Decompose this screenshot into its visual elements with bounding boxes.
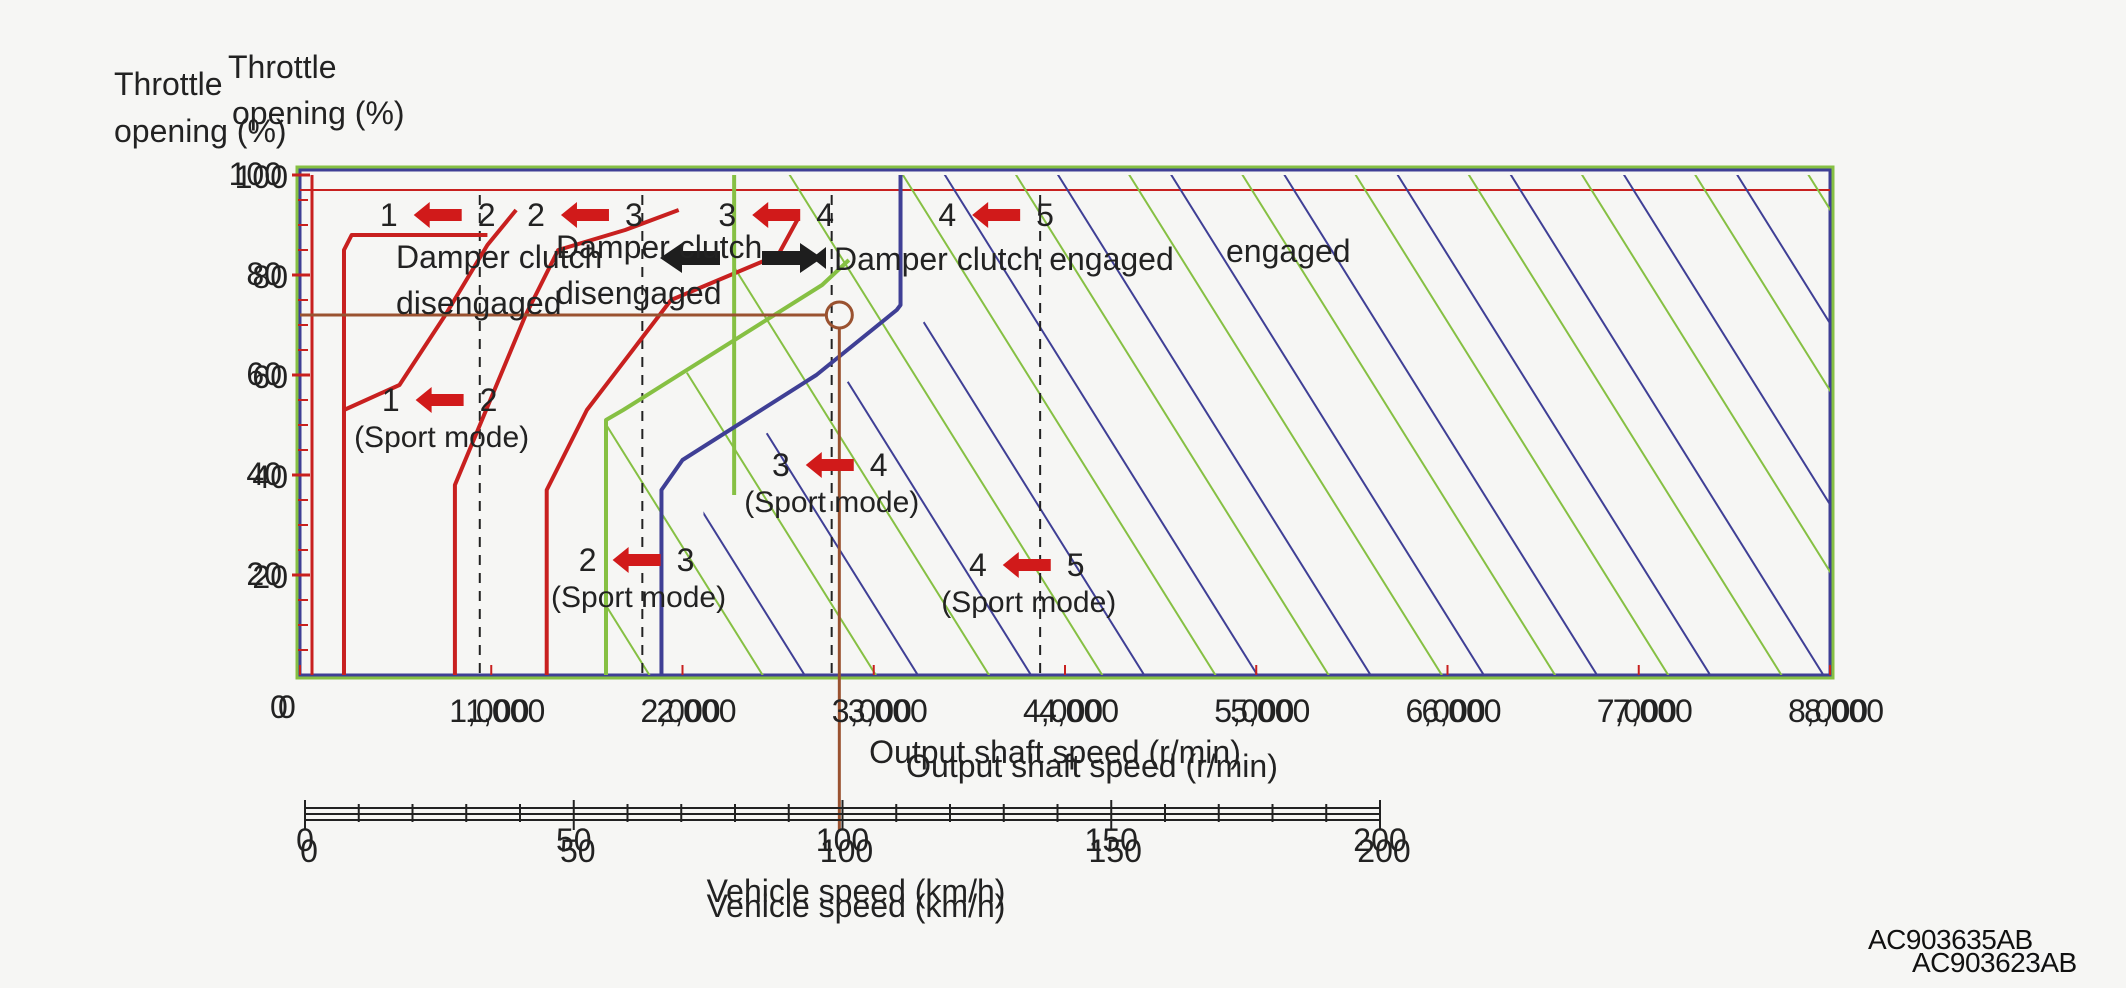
y-axis-title-line1: Throttle (114, 66, 222, 102)
x-tick-label-ghost-7: 7,000 (1613, 693, 1693, 729)
vehicle-tick-label-ghost-0: 0 (300, 833, 318, 869)
hatch-blue-offset (703, 175, 1830, 675)
shift-arrow-5 (805, 452, 854, 478)
x-tick-label-6: 6,000 (1405, 693, 1485, 729)
x-tick-label-2: 2,000 (640, 693, 720, 729)
x-tick-label-ghost-3: 3,000 (848, 693, 928, 729)
shift-to-label-4: 2 (480, 382, 498, 418)
shift-arrow-2 (752, 202, 801, 228)
x-tick-label-5: 5,000 (1214, 693, 1294, 729)
series-line-red-3 (544, 219, 800, 675)
hatch-group (606, 175, 1830, 675)
x-tick-label-1: 1,000 (449, 693, 529, 729)
shift-to-label-6: 3 (677, 542, 695, 578)
y-origin-label: 0 (270, 689, 288, 725)
series-line-blue-6 (659, 175, 903, 675)
y-tick-label-ghost-4: 100 (229, 156, 282, 192)
series-line-red-0 (341, 233, 488, 675)
y-tick-label-0: 20 (252, 559, 288, 595)
vehicle-tick-label-1: 50 (556, 822, 592, 858)
vehicle-tick-label-4: 200 (1353, 822, 1406, 858)
vehicle-tick-label-2: 100 (816, 822, 869, 858)
shift-from-label-7: 4 (969, 547, 987, 583)
shift-from-label-4: 1 (382, 382, 400, 418)
y-tick-label-ghost-2: 60 (246, 356, 282, 392)
vehicle-axis-title-ghost: Vehicle speed (km/h) (707, 888, 1006, 924)
y-axis-title-b-line1: Throttle (228, 49, 336, 85)
damper-disengaged-label-line1: Damper clutch (396, 239, 602, 275)
x-tick-label-3: 3,000 (832, 693, 912, 729)
shift-arrow-4 (415, 387, 464, 413)
engaged-arrow (762, 243, 822, 273)
shift-from-label-5: 3 (772, 447, 790, 483)
vehicle-tick-label-3: 150 (1085, 822, 1138, 858)
damper-disengaged-label-line2: disengaged (396, 285, 561, 321)
x-tick-label-ghost-2: 2,000 (656, 693, 736, 729)
y-tick-label-4: 100 (235, 159, 288, 195)
figure-code-secondary: AC903623AB (1912, 947, 2077, 978)
shift-from-label-0: 1 (380, 197, 398, 233)
x-tick-label-ghost-8: 8,000 (1804, 693, 1884, 729)
x-tick-label-7: 7,000 (1597, 693, 1677, 729)
x-tick-label-8: 8,000 (1788, 693, 1868, 729)
plot-frame-green (295, 165, 1835, 680)
shift-from-label-6: 2 (579, 542, 597, 578)
x-tick-label-ghost-6: 6,000 (1421, 693, 1501, 729)
damper-disengaged-ghost-line1: Damper clutch (556, 229, 762, 265)
shift-to-label-0: 2 (478, 197, 496, 233)
damper-engaged-ghost-label: engaged (1226, 233, 1351, 269)
shift-to-label-7: 5 (1067, 547, 1085, 583)
x-tick-label-ghost-1: 1,000 (465, 693, 545, 729)
shift-to-label-2: 4 (816, 197, 834, 233)
shift-from-label-3: 4 (938, 197, 956, 233)
y-tick-label-ghost-3: 80 (246, 256, 282, 292)
vehicle-tick-label-ghost-3: 150 (1089, 833, 1142, 869)
vehicle-axis-title: Vehicle speed (km/h) (707, 873, 1006, 909)
shift-note-label-7: (Sport mode) (941, 586, 1116, 619)
shift-note-label-4: (Sport mode) (354, 421, 529, 454)
damper-disengaged-ghost-line2: disengaged (556, 275, 721, 311)
shift-to-label-3: 5 (1036, 197, 1054, 233)
y-axis-title-b-line2: opening (%) (232, 95, 405, 131)
operating-point-marker (824, 300, 854, 330)
shift-from-label-1: 2 (527, 197, 545, 233)
shift-arrow-7 (1002, 552, 1051, 578)
y-tick-label-ghost-1: 40 (246, 456, 282, 492)
y-tick-label-2: 60 (252, 359, 288, 395)
y-tick-label-ghost-0: 20 (246, 556, 282, 592)
shift-to-label-1: 3 (625, 197, 643, 233)
vehicle-tick-label-0: 0 (296, 822, 314, 858)
y-tick-label-1: 40 (252, 459, 288, 495)
y-axis-title-line2: opening (%) (114, 113, 287, 149)
shift-from-label-2: 3 (718, 197, 736, 233)
shift-arrow-3 (972, 202, 1021, 228)
damper-engaged-label: Damper clutch engaged (834, 241, 1174, 277)
series-line-green-4 (604, 258, 851, 675)
x-axis-title: Output shaft speed (r/min) (869, 734, 1241, 770)
vehicle-tick-label-ghost-4: 200 (1357, 833, 1410, 869)
hatch-region-blue (703, 175, 1830, 675)
x-tick-label-4: 4,000 (1023, 693, 1103, 729)
disengaged-arrow (660, 243, 720, 273)
engaged-arrowhead-extra (812, 247, 826, 269)
series-line-red-2 (452, 208, 680, 675)
shift-arrow-6 (612, 547, 661, 573)
shift-note-label-5: (Sport mode) (744, 486, 919, 519)
vehicle-tick-label-ghost-2: 100 (820, 833, 873, 869)
shift-note-label-6: (Sport mode) (551, 581, 726, 614)
x-tick-label-ghost-5: 5,000 (1230, 693, 1310, 729)
figure-code: AC903635AB (1868, 924, 2033, 955)
y-origin-label-ghost: 0 (278, 689, 296, 725)
shift-arrow-1 (560, 202, 609, 228)
y-tick-label-3: 80 (252, 259, 288, 295)
shift-arrow-0 (413, 202, 462, 228)
x-axis-title-ghost: Output shaft speed (r/min) (906, 748, 1278, 784)
vehicle-tick-label-ghost-1: 50 (560, 833, 596, 869)
x-tick-label-ghost-4: 4,000 (1039, 693, 1119, 729)
shift-to-label-5: 4 (870, 447, 888, 483)
